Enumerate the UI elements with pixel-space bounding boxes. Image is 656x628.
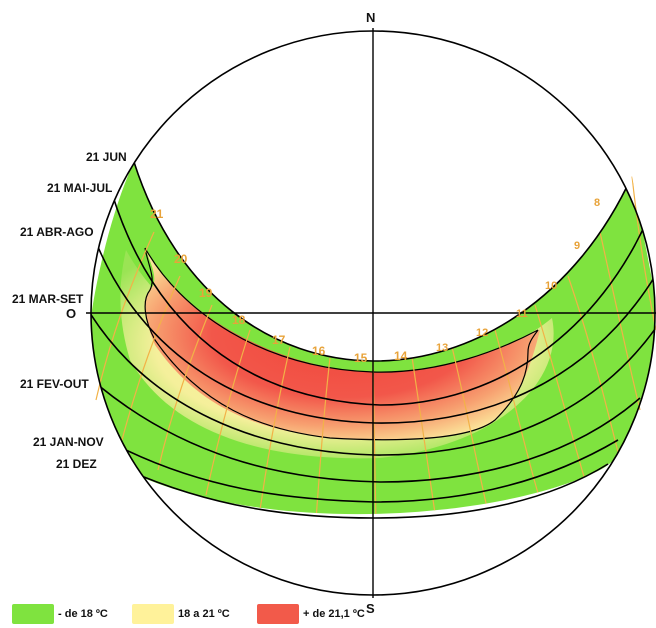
sun-path-label: 21 DEZ: [56, 457, 97, 471]
hour-line: [567, 275, 619, 453]
hour-label: 20: [174, 252, 188, 266]
hot-zone: [144, 248, 541, 440]
legend-swatch: [257, 604, 299, 624]
hour-label: 11: [516, 308, 528, 320]
hour-label: 15: [354, 351, 368, 365]
hour-label: 17: [272, 333, 286, 347]
legend-swatch: [12, 604, 54, 624]
hour-line: [121, 275, 181, 441]
legend: - de 18 ºC 18 a 21 ºC + de 21,1 ºC: [12, 603, 387, 625]
hour-line: [451, 346, 489, 513]
sun-path-label: 21 ABR-AGO: [20, 225, 94, 239]
hour-label: 18: [232, 313, 246, 327]
sun-path-label: 21 FEV-OUT: [20, 377, 89, 391]
hour-label: 10: [545, 280, 557, 292]
legend-label: 18 a 21 ºC: [178, 608, 230, 620]
legend-item-hot: + de 21,1 ºC: [257, 604, 387, 624]
hour-label: 9: [574, 240, 580, 252]
hour-label: 8: [594, 197, 600, 209]
hour-label: 19: [199, 286, 213, 300]
legend-item-mild: 18 a 21 ºC: [132, 604, 257, 624]
legend-label: - de 18 ºC: [58, 608, 108, 620]
hour-line: [631, 175, 656, 331]
hour-label: 12: [476, 327, 488, 339]
legend-item-cold: - de 18 ºC: [12, 604, 132, 624]
sun-path-21-fev-out: [91, 379, 641, 483]
hour-label: 21: [150, 207, 164, 221]
hour-line: [205, 329, 251, 496]
compass-north: N: [366, 10, 375, 25]
hour-label: 14: [394, 349, 408, 363]
hour-line: [494, 329, 541, 501]
sun-path-21-dez: [109, 461, 609, 519]
sun-path-21-mar-set: [91, 309, 655, 456]
hour-line: [95, 231, 155, 401]
hour-line: [259, 346, 291, 511]
temperature-band: [91, 162, 655, 515]
hour-line: [411, 356, 437, 515]
sun-path-label: 21 MAR-SET: [12, 292, 84, 306]
hour-line: [534, 304, 586, 481]
hour-label: 16: [312, 344, 326, 358]
compass-south: S: [366, 601, 375, 616]
hour-line: [315, 357, 331, 515]
hour-line: [599, 231, 641, 411]
hour-label: 13: [436, 342, 448, 354]
legend-swatch: [132, 604, 174, 624]
sun-path-21-jan-nov: [105, 439, 619, 503]
sun-path-label: 21 JAN-NOV: [33, 435, 104, 449]
sun-path-label: 21 JUN: [86, 150, 127, 164]
compass-west: O: [66, 306, 76, 321]
legend-label: + de 21,1 ºC: [303, 608, 365, 620]
sun-path-label: 21 MAI-JUL: [47, 181, 112, 195]
sun-path-21-abr-ago: [91, 231, 655, 424]
hour-line: [157, 304, 213, 471]
